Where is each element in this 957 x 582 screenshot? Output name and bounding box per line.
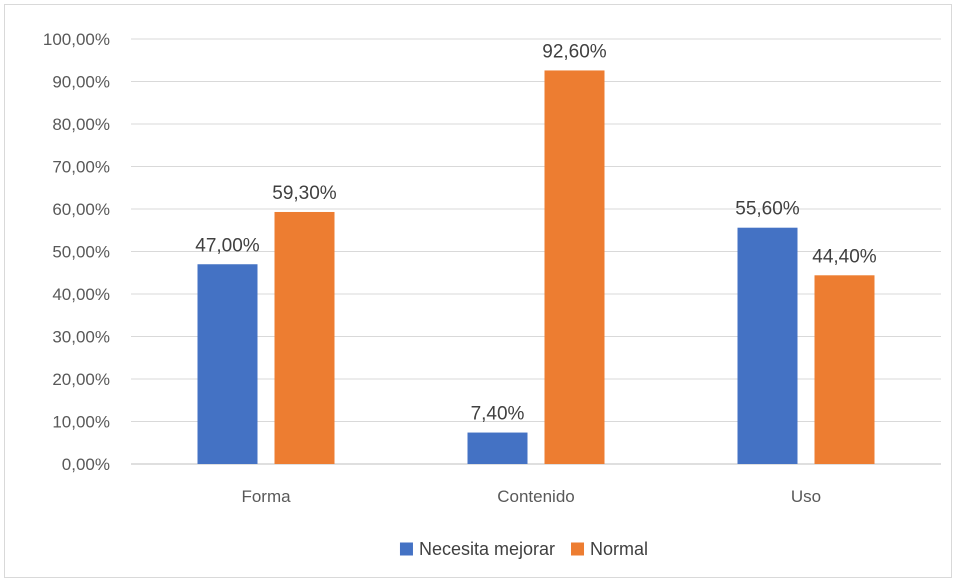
x-axis-tick-labels: Forma Contenido Uso — [241, 487, 821, 506]
y-tick-label: 100,00% — [43, 30, 110, 49]
x-tick-label: Contenido — [497, 487, 575, 506]
bar — [737, 227, 798, 464]
data-label: 59,30% — [272, 183, 337, 204]
y-tick-label: 80,00% — [52, 115, 110, 134]
y-tick-label: 10,00% — [52, 413, 110, 432]
data-labels: 47,00% 59,30% 7,40% 92,60% 55,60% 44,40% — [195, 41, 877, 424]
y-tick-label: 30,00% — [52, 328, 110, 347]
legend-swatch — [571, 542, 585, 556]
y-tick-label: 20,00% — [52, 370, 110, 389]
gridlines — [131, 38, 941, 465]
x-tick-label: Uso — [791, 487, 821, 506]
y-axis-tick-labels: 0,00% 10,00% 20,00% 30,00% 40,00% 50,00% 60,00… — [43, 30, 110, 474]
data-label: 7,40% — [471, 404, 525, 425]
x-tick-label: Forma — [241, 487, 291, 506]
bar — [197, 264, 258, 464]
data-label: 92,60% — [542, 41, 607, 62]
y-tick-label: 60,00% — [52, 200, 110, 219]
data-label: 47,00% — [195, 235, 260, 256]
bar — [544, 70, 605, 464]
legend-label: Necesita mejorar — [419, 539, 555, 559]
bar — [467, 432, 528, 464]
data-label: 55,60% — [735, 199, 800, 220]
bar — [274, 211, 335, 464]
y-tick-label: 40,00% — [52, 285, 110, 304]
y-tick-label: 90,00% — [52, 73, 110, 92]
legend: Necesita mejorar Normal — [399, 539, 648, 559]
data-label: 44,40% — [812, 246, 877, 267]
y-tick-label: 0,00% — [62, 455, 110, 474]
bar — [814, 275, 875, 464]
bars — [197, 70, 875, 464]
legend-swatch — [399, 542, 413, 556]
y-tick-label: 50,00% — [52, 243, 110, 262]
legend-label: Normal — [590, 539, 648, 559]
y-tick-label: 70,00% — [52, 158, 110, 177]
